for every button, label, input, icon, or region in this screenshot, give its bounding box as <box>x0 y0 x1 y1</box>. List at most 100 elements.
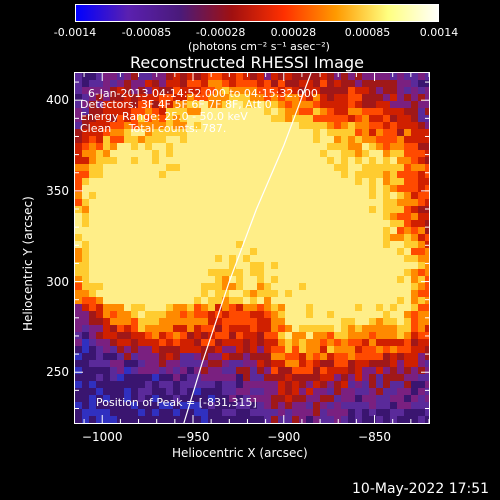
heatmap-cell <box>362 374 370 382</box>
heatmap-cell <box>390 304 398 312</box>
heatmap-cell <box>320 269 328 277</box>
heatmap-cell <box>257 178 265 186</box>
heatmap-cell <box>264 115 272 123</box>
heatmap-cell <box>362 409 370 417</box>
heatmap-cell <box>187 94 195 102</box>
heatmap-cell <box>166 171 174 179</box>
heatmap-cell <box>110 311 118 319</box>
heatmap-cell <box>341 332 349 340</box>
heatmap-cell <box>327 227 335 235</box>
heatmap-cell <box>390 115 398 123</box>
heatmap-cell <box>334 325 342 333</box>
heatmap-cell <box>208 213 216 221</box>
heatmap-cell <box>264 290 272 298</box>
heatmap-cell <box>383 248 391 256</box>
heatmap-cell <box>334 213 342 221</box>
heatmap-cell <box>376 129 384 137</box>
heatmap-cell <box>376 241 384 249</box>
heatmap-cell <box>278 122 286 130</box>
heatmap-cell <box>215 136 223 144</box>
heatmap-cell <box>208 318 216 326</box>
heatmap-cell <box>117 80 125 88</box>
heatmap-cell <box>201 269 209 277</box>
heatmap-cell <box>313 143 321 151</box>
heatmap-cell <box>271 171 279 179</box>
heatmap-cell <box>75 220 83 228</box>
heatmap-cell <box>173 157 181 165</box>
heatmap-cell <box>264 206 272 214</box>
heatmap-cell <box>306 318 314 326</box>
heatmap-cell <box>292 402 300 410</box>
heatmap-cell <box>243 262 251 270</box>
heatmap-cell <box>215 388 223 396</box>
heatmap-cell <box>355 318 363 326</box>
heatmap-cell <box>271 94 279 102</box>
heatmap-cell <box>264 227 272 235</box>
heatmap-cell <box>299 108 307 116</box>
heatmap-cell <box>390 388 398 396</box>
heatmap-cell <box>404 416 412 423</box>
heatmap-cell <box>110 108 118 116</box>
heatmap-cell <box>229 276 237 284</box>
heatmap-cell <box>341 199 349 207</box>
heatmap-cell <box>313 416 321 423</box>
heatmap-cell <box>278 381 286 389</box>
heatmap-cell <box>194 220 202 228</box>
heatmap-cell <box>278 115 286 123</box>
heatmap-cell <box>257 136 265 144</box>
heatmap-cell <box>166 388 174 396</box>
heatmap-cell <box>264 234 272 242</box>
heatmap-cell <box>215 318 223 326</box>
heatmap-cell <box>348 346 356 354</box>
heatmap-cell <box>369 185 377 193</box>
heatmap-cell <box>257 220 265 228</box>
heatmap-cell <box>159 150 167 158</box>
heatmap-cell <box>110 276 118 284</box>
x-tick-label: −950 <box>176 430 210 444</box>
heatmap-cell <box>131 94 139 102</box>
heatmap-cell <box>348 87 356 95</box>
heatmap-cell <box>257 332 265 340</box>
heatmap-cell <box>215 367 223 375</box>
heatmap-cell <box>390 234 398 242</box>
heatmap-cell <box>96 143 104 151</box>
heatmap-cell <box>327 388 335 396</box>
heatmap-cell <box>299 136 307 144</box>
heatmap-cell <box>89 402 97 410</box>
heatmap-cell <box>75 122 83 130</box>
heatmap-cell <box>404 346 412 354</box>
heatmap-cell <box>418 332 426 340</box>
heatmap-cell <box>250 311 258 319</box>
heatmap-cell <box>425 360 429 368</box>
heatmap-cell <box>82 395 90 403</box>
heatmap-cell <box>159 192 167 200</box>
heatmap-cell <box>166 304 174 312</box>
heatmap-cell <box>187 150 195 158</box>
heatmap-cell <box>397 318 405 326</box>
heatmap-cell <box>201 388 209 396</box>
heatmap-cell <box>341 73 349 81</box>
heatmap-cell <box>369 80 377 88</box>
heatmap-cell <box>383 297 391 305</box>
heatmap-cell <box>173 409 181 417</box>
heatmap-cell <box>355 388 363 396</box>
heatmap-cell <box>138 178 146 186</box>
heatmap-cell <box>299 87 307 95</box>
heatmap-cell <box>404 255 412 263</box>
heatmap-cell <box>411 157 419 165</box>
heatmap-cell <box>201 339 209 347</box>
heatmap-cell <box>418 199 426 207</box>
heatmap-cell <box>96 94 104 102</box>
heatmap-cell <box>152 360 160 368</box>
heatmap-cell <box>425 241 429 249</box>
heatmap-cell <box>383 290 391 298</box>
heatmap-cell <box>278 304 286 312</box>
heatmap-cell <box>75 311 83 319</box>
heatmap-cell <box>152 262 160 270</box>
heatmap-cell <box>355 332 363 340</box>
heatmap-cell <box>320 206 328 214</box>
heatmap-cell <box>145 402 153 410</box>
heatmap-cell <box>103 325 111 333</box>
heatmap-cell <box>194 416 202 423</box>
heatmap-cell <box>334 311 342 319</box>
